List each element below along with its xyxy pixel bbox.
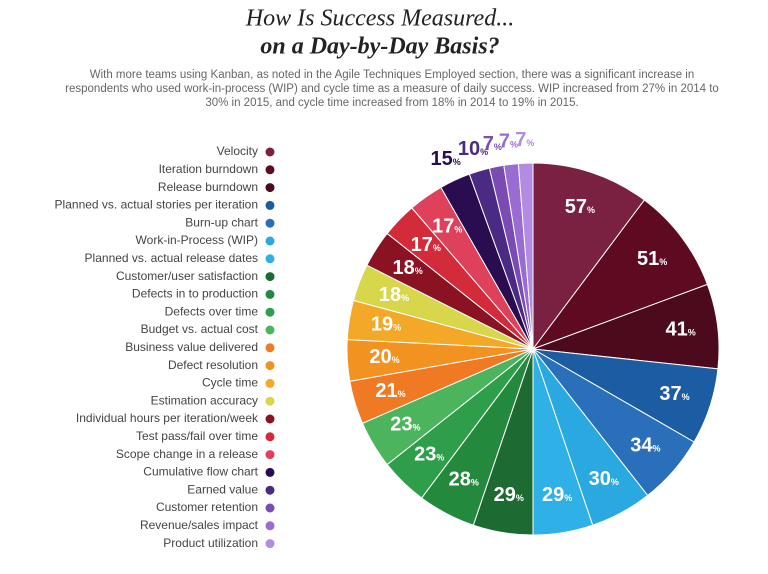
legend-label: Revenue/sales impact (140, 518, 259, 532)
legend-swatch (265, 236, 275, 246)
value-label: 17% (411, 234, 441, 256)
value-label: 17% (432, 216, 462, 238)
legend-swatch (265, 432, 275, 442)
legend-label: Cumulative flow chart (143, 465, 258, 479)
legend-swatch (265, 343, 275, 353)
legend-label: Defect resolution (168, 358, 258, 372)
value-label: 7% (515, 129, 534, 151)
legend-label: Iteration burndown (159, 162, 258, 176)
value-label: 41% (666, 319, 696, 341)
legend-label: Customer retention (156, 500, 258, 514)
legend-swatch (265, 165, 275, 175)
legend-swatch (265, 183, 275, 193)
value-label: 18% (392, 257, 422, 279)
legend-label: Test pass/fail over time (136, 429, 258, 443)
value-label: 29% (494, 484, 524, 506)
legend-swatch (265, 467, 275, 477)
legend-swatch (265, 200, 275, 210)
title-line: on a Day-by-Day Basis? (260, 34, 499, 60)
pie-slice (517, 162, 534, 350)
legend-swatch (265, 485, 275, 495)
value-label: 21% (375, 380, 405, 402)
legend-label: Budget vs. actual cost (141, 322, 259, 336)
legend-label: Planned vs. actual stories per iteration (55, 198, 258, 212)
pie-slice (532, 162, 646, 351)
value-label: 51% (637, 248, 667, 270)
value-label: 7% (499, 131, 518, 153)
legend-swatch (265, 378, 275, 388)
legend-label: Business value delivered (125, 340, 258, 354)
legend-swatch (265, 521, 275, 531)
legend-swatch (265, 147, 275, 157)
value-label: 15% (430, 149, 460, 171)
legend-swatch (265, 254, 275, 264)
legend-label: Customer/user satisfaction (116, 269, 258, 283)
legend-label: Estimation accuracy (151, 393, 258, 407)
legend-label: Burn-up chart (185, 215, 258, 229)
legend-swatch (265, 450, 275, 460)
legend-label: Product utilization (163, 536, 258, 550)
legend-swatch (265, 539, 275, 549)
value-label: 23% (414, 444, 444, 466)
title-line: How Is Success Measured... (245, 6, 514, 32)
legend-label: Defects over time (165, 304, 259, 318)
value-label: 20% (369, 346, 399, 368)
legend-swatch (265, 503, 275, 513)
value-label: 10% (458, 138, 488, 160)
subtitle-line: 30% in 2015, and cycle time increased fr… (205, 97, 578, 109)
value-label: 19% (371, 314, 401, 336)
subtitle-line: respondents who used work-in-process (WI… (65, 83, 719, 95)
value-label: 28% (449, 469, 479, 491)
legend-label: Cycle time (202, 376, 258, 390)
value-label: 34% (630, 435, 660, 457)
value-label: 18% (379, 284, 409, 306)
pie-slice (531, 199, 709, 351)
legend-swatch (265, 396, 275, 406)
value-label: 30% (589, 468, 619, 490)
legend-swatch (265, 414, 275, 424)
legend-label: Individual hours per iteration/week (76, 411, 259, 425)
legend-swatch (265, 307, 275, 317)
legend-label: Work-in-Process (WIP) (136, 233, 258, 247)
value-label: 23% (390, 414, 420, 436)
legend-label: Release burndown (158, 180, 258, 194)
subtitle-line: With more teams using Kanban, as noted i… (90, 69, 695, 81)
legend-label: Velocity (217, 144, 258, 158)
legend-label: Planned vs. actual release dates (85, 251, 258, 265)
legend-label: Defects in to production (132, 287, 258, 301)
legend-swatch (265, 218, 275, 228)
legend-swatch (265, 289, 275, 299)
value-label: 7% (483, 133, 502, 155)
legend-swatch (265, 272, 275, 282)
legend-swatch (265, 361, 275, 371)
value-label: 37% (659, 383, 689, 405)
legend-label: Scope change in a release (116, 447, 258, 461)
value-label: 57% (565, 196, 595, 218)
value-label: 29% (542, 484, 572, 506)
legend-label: Earned value (187, 482, 258, 496)
legend-swatch (265, 325, 275, 335)
